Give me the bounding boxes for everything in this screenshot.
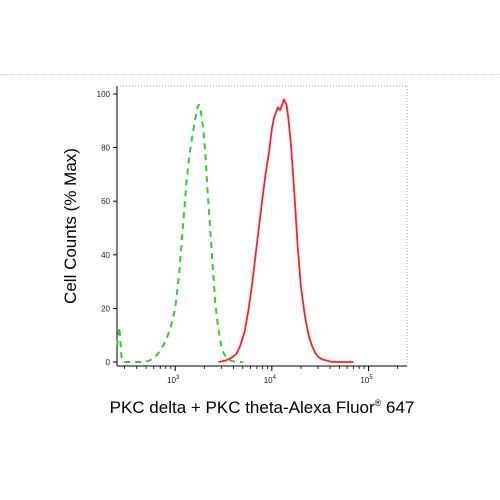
divider-line: [0, 74, 500, 75]
x-axis-title-tail: 647: [381, 398, 414, 417]
series-line-1: [116, 103, 243, 363]
x-axis-title-main: PKC delta + PKC theta-Alexa Fluor: [110, 398, 375, 417]
axis-ticks: 0 20 40 60 80 100 103 104 105: [97, 90, 399, 385]
series-line-2: [218, 98, 354, 363]
y-tick-label: 20: [101, 304, 110, 313]
x-tick-label: 104: [264, 375, 277, 385]
x-tick-label: 105: [360, 375, 373, 385]
y-tick-label: 0: [106, 358, 111, 367]
x-axis-title-registered-mark: ®: [375, 398, 382, 408]
y-axis-title: Cell Counts (% Max): [61, 148, 80, 304]
x-tick-label: 103: [167, 375, 180, 385]
x-axis-title: PKC delta + PKC theta-Alexa Fluor® 647: [110, 398, 415, 417]
data-series: [116, 98, 354, 363]
y-tick-label: 100: [97, 90, 111, 99]
y-tick-label: 40: [101, 251, 110, 260]
y-tick-label: 80: [101, 144, 110, 153]
y-tick-label: 60: [101, 197, 110, 206]
